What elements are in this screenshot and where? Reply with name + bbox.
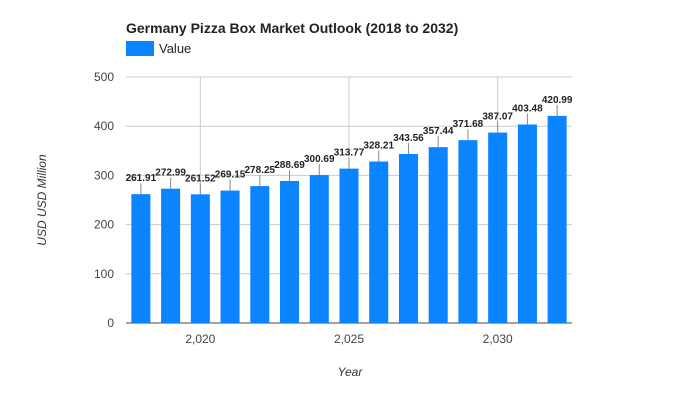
data-label: 261.52 [185, 173, 216, 184]
bar[interactable] [517, 124, 537, 323]
y-tick-label: 400 [94, 119, 114, 133]
y-tick-label: 0 [107, 316, 114, 330]
legend-label[interactable]: Value [159, 41, 191, 56]
data-label: 328.21 [363, 141, 394, 152]
bar[interactable] [369, 161, 389, 323]
bar[interactable] [547, 115, 567, 323]
bars [131, 115, 567, 323]
chart-title: Germany Pizza Box Market Outlook (2018 t… [126, 20, 458, 36]
data-label: 371.68 [453, 119, 484, 130]
data-label: 278.25 [245, 165, 276, 176]
data-label: 300.69 [304, 154, 335, 165]
data-label: 387.07 [482, 112, 513, 123]
bar[interactable] [428, 147, 448, 323]
x-tick-label: 2,025 [334, 332, 364, 346]
data-label: 288.69 [274, 160, 305, 171]
data-label: 403.48 [512, 103, 543, 114]
data-label: 269.15 [215, 170, 246, 181]
bar[interactable] [161, 188, 181, 323]
bar[interactable] [131, 194, 151, 323]
bar[interactable] [458, 140, 478, 323]
y-tick-label: 100 [94, 267, 114, 281]
bar[interactable] [339, 168, 359, 323]
legend-swatch [126, 41, 154, 56]
bar[interactable] [250, 186, 270, 323]
y-tick-label: 300 [94, 168, 114, 182]
y-tick-label: 200 [94, 218, 114, 232]
data-label: 261.91 [126, 173, 157, 184]
y-axis-title: USD USD Million [35, 154, 49, 246]
axis-ticks: 0 100 200 300 400 500 2,020 2,025 2,030 [94, 70, 513, 346]
bar[interactable] [488, 132, 508, 323]
x-tick-label: 2,030 [483, 332, 513, 346]
bar[interactable] [280, 180, 300, 323]
bar[interactable] [190, 194, 210, 323]
x-axis-title: Year [338, 365, 364, 379]
data-label: 313.77 [334, 148, 365, 159]
data-label: 357.44 [423, 126, 454, 137]
data-label: 343.56 [393, 133, 424, 144]
data-label: 420.99 [542, 95, 573, 106]
bar[interactable] [220, 190, 240, 323]
y-tick-label: 500 [94, 70, 114, 84]
bar[interactable] [398, 153, 418, 323]
x-tick-label: 2,020 [185, 332, 215, 346]
bar[interactable] [309, 175, 329, 323]
data-label: 272.99 [155, 168, 186, 179]
